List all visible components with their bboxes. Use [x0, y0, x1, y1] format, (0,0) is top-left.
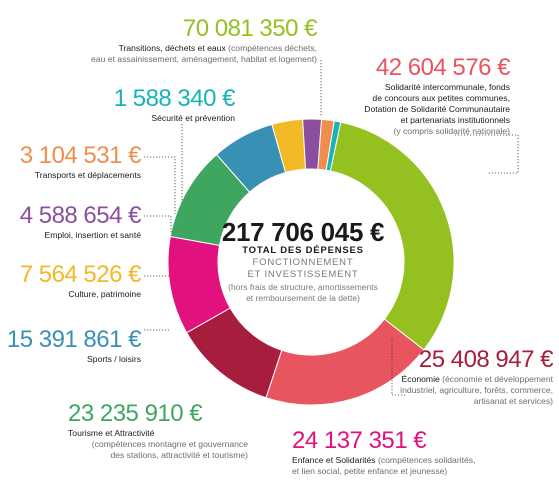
title-transitions-text: Transitions, déchets et eaux — [118, 43, 226, 53]
total-note-line-1: (hors frais de structure, amortissements — [228, 282, 378, 292]
desc-transitions-line-1: eau et assainissement, aménagement, habi… — [91, 54, 317, 64]
center-total: 217 706 045 € TOTAL DES DÉPENSES FONCTIO… — [218, 219, 388, 303]
total-note: (hors frais de structure, amortissements… — [218, 282, 388, 303]
label-solidarite: 42 604 576 € Solidarité intercommunale, … — [340, 55, 510, 137]
leader-line-economie — [391, 338, 407, 396]
desc-transitions-inline: (compétences déchets, — [225, 43, 317, 53]
amount-emploi: 4 588 654 € — [19, 202, 142, 229]
desc-tourisme-line-1: (compétences montagne et gouvernance — [91, 439, 248, 449]
leader-line-transports — [144, 156, 176, 214]
total-title: TOTAL DES DÉPENSES — [242, 245, 364, 256]
title-solidarite-line-4: et partenariats institutionnels — [400, 115, 510, 125]
title-solidarite-line-2: de concours aux petites communes, — [372, 93, 510, 103]
title-securite: Sécurité et prévention — [151, 113, 235, 123]
desc-economie-line-2: artisanat et services) — [473, 396, 553, 406]
amount-economie: 25 408 947 € — [418, 346, 554, 373]
label-culture: 7 564 526 € Culture, patrimoine — [0, 261, 142, 300]
leader-line-emploi — [144, 215, 172, 234]
title-enfance-text: Enfance et Solidarités — [292, 455, 376, 465]
label-securite: 1 588 340 € Sécurité et prévention — [60, 85, 236, 124]
title-emploi: Emploi, insertion et santé — [44, 230, 142, 240]
label-transitions: 70 081 350 € Transitions, déchets et eau… — [20, 16, 317, 65]
desc-enfance-line-1: et lien social, petite enfance et jeunes… — [292, 466, 448, 476]
label-sports: 15 391 861 € Sports / loisirs — [0, 326, 142, 365]
segment-transitions — [329, 121, 455, 351]
title-solidarite-line-1: Solidarité intercommunale, fonds — [384, 82, 510, 92]
label-economie: 25 408 947 € Économie (économie et dével… — [380, 347, 553, 407]
amount-tourisme: 23 235 910 € — [68, 400, 203, 427]
label-tourisme: 23 235 910 € Tourisme et Attractivité (c… — [68, 401, 248, 461]
amount-transitions: 70 081 350 € — [182, 15, 318, 42]
total-subtitle-line-2: ET INVESTISSEMENT — [247, 269, 359, 280]
label-enfance: 24 137 351 € Enfance et Solidarités (com… — [292, 428, 537, 477]
title-transports: Transports et déplacements — [34, 170, 141, 180]
title-sports: Sports / loisirs — [87, 354, 141, 364]
total-amount: 217 706 045 € — [221, 217, 385, 247]
title-culture: Culture, patrimoine — [68, 289, 141, 299]
total-subtitle-line-1: FONCTIONNEMENT — [252, 257, 354, 268]
total-note-line-2: et remboursement de la dette) — [246, 292, 360, 303]
title-solidarite-line-3: Dotation de Solidarité Communautaire — [364, 104, 510, 114]
amount-securite: 1 588 340 € — [113, 85, 236, 112]
amount-transports: 3 104 531 € — [19, 142, 142, 169]
label-emploi: 4 588 654 € Emploi, insertion et santé — [0, 202, 142, 241]
title-economie: Économie (économie et développement — [380, 374, 553, 385]
leader-line-solidarite — [455, 134, 519, 174]
leader-lines — [144, 60, 519, 396]
desc-tourisme-line-2: des stations, attractivité et tourisme) — [110, 450, 248, 460]
desc-solidarite-line-1: (y compris solidarité nationale) — [393, 126, 510, 136]
amount-enfance: 24 137 351 € — [292, 427, 427, 454]
desc-economie-inline: (économie et développement — [439, 374, 553, 384]
segment-securite — [325, 120, 342, 172]
amount-culture: 7 564 526 € — [19, 261, 142, 288]
amount-sports: 15 391 861 € — [6, 326, 142, 353]
label-transports: 3 104 531 € Transports et déplacements — [0, 142, 142, 181]
title-transitions: Transitions, déchets et eaux (compétence… — [20, 43, 317, 54]
title-tourisme: Tourisme et Attractivité — [68, 428, 155, 438]
title-economie-text: Économie — [401, 374, 440, 384]
amount-solidarite: 42 604 576 € — [375, 54, 511, 81]
donut-segments — [167, 118, 455, 406]
desc-economie-line-1: industriel, agriculture, forêts, commerc… — [400, 385, 553, 395]
title-enfance: Enfance et Solidarités (compétences soli… — [292, 455, 537, 466]
desc-enfance-inline: (compétences solidarités, — [375, 455, 476, 465]
